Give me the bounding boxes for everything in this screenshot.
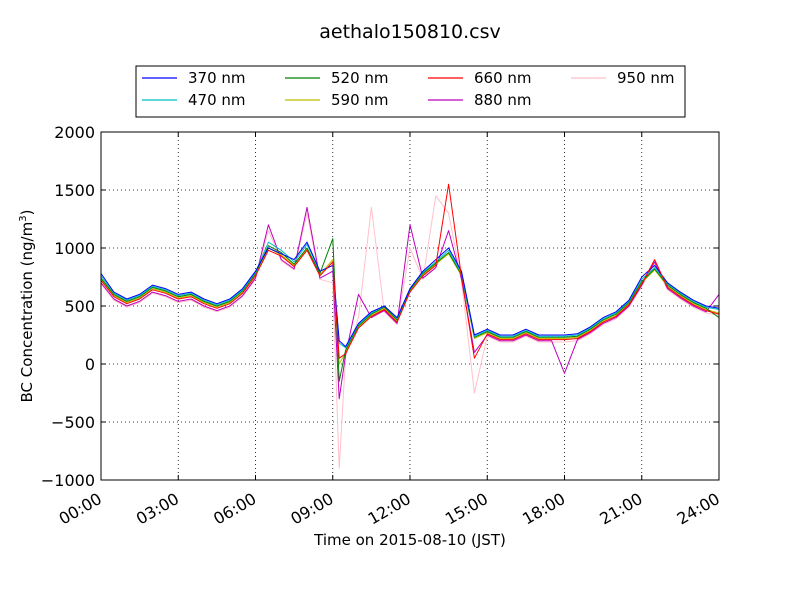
x-tick-label: 00:00 [56, 489, 105, 529]
series-line-950-nm [100, 195, 720, 469]
x-tick-label: 09:00 [287, 489, 336, 529]
x-tick-label: 12:00 [365, 489, 414, 529]
x-tick-label: 03:00 [133, 489, 182, 529]
y-tick-label: −500 [51, 413, 95, 432]
legend-label: 880 nm [474, 91, 532, 109]
legend-label: 590 nm [331, 91, 389, 109]
legend-label: 370 nm [188, 69, 246, 87]
y-axis-label: BC Concentration (ng/m3) [18, 210, 36, 403]
chart-title: aethalo150810.csv [319, 21, 501, 43]
x-axis-label: Time on 2015-08-10 (JST) [313, 531, 506, 549]
x-tick-label: 24:00 [674, 489, 723, 529]
legend-label: 950 nm [617, 69, 675, 87]
y-tick-label: 500 [64, 297, 95, 316]
series-line-880-nm [100, 206, 720, 400]
series-line-660-nm [100, 183, 720, 359]
y-tick-label: 1000 [54, 239, 95, 258]
legend-label: 660 nm [474, 69, 532, 87]
y-axis: 2000 1500 1000 500 0 −500 −1000 [41, 123, 719, 490]
y-axis-label-main: BC Concentration (ng/m [18, 222, 36, 403]
legend-frame [135, 65, 686, 118]
x-axis: 00:00 03:00 06:00 09:00 12:00 15:00 18:00 21:00… [56, 132, 723, 529]
x-tick-label: 18:00 [519, 489, 568, 529]
y-tick-label: 1500 [54, 181, 95, 200]
x-tick-label: 06:00 [210, 489, 259, 529]
x-tick-label: 15:00 [442, 489, 491, 529]
legend-label: 470 nm [188, 91, 246, 109]
y-tick-label: −1000 [41, 471, 95, 490]
series-line-470-nm [100, 241, 720, 349]
series-layer [100, 183, 720, 469]
legend-label: 520 nm [331, 69, 389, 87]
y-tick-label: 2000 [54, 123, 95, 142]
y-tick-label: 0 [85, 355, 95, 374]
legend: 370 nm 470 nm 520 nm 590 nm 660 nm 880 nm 950 … [135, 65, 686, 118]
y-axis-label-sup: 3 [18, 215, 29, 221]
x-tick-label: 21:00 [596, 489, 645, 529]
y-axis-label-tail: ) [18, 210, 36, 216]
series-line-370-nm [100, 241, 720, 348]
